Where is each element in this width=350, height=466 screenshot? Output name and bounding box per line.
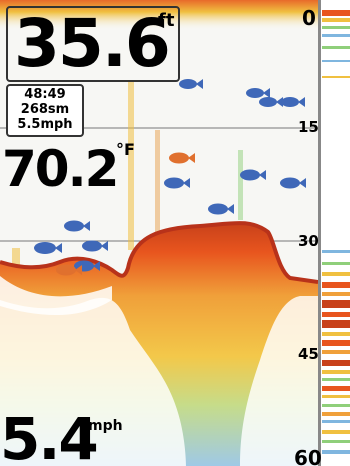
fish-icon <box>208 203 234 215</box>
distance-readout: 268sm <box>20 102 70 117</box>
depth-readout: 35.6 ft <box>6 5 180 82</box>
bottom-cavity-left <box>0 276 112 316</box>
water-temperature-value: 70.2 <box>2 140 119 198</box>
fish-icon <box>82 240 108 252</box>
fish-icon <box>179 79 203 89</box>
fish-icon <box>281 97 305 107</box>
fish-icon <box>246 88 270 98</box>
fish-icon <box>240 169 266 181</box>
depth-scale-label-45: 45 <box>298 345 319 363</box>
speed-readout-small: 5.5mph <box>17 117 73 132</box>
depth-scale-label-30: 30 <box>298 232 319 250</box>
scatter-column <box>238 150 243 220</box>
fish-icon <box>164 177 190 189</box>
sonar-history-view <box>0 0 318 466</box>
depth-scale-label-60: 60 <box>294 446 322 466</box>
fish-icon <box>259 97 283 107</box>
fish-icon <box>34 242 62 254</box>
flasher-bar <box>318 0 350 466</box>
depth-value: 35.6 <box>14 5 171 82</box>
water-temperature-unit: °F <box>116 140 135 159</box>
scatter-column <box>155 130 160 240</box>
surface-clutter <box>0 0 318 30</box>
fish-icon <box>64 220 90 232</box>
depth-unit: ft <box>158 10 175 31</box>
fish-icon <box>280 177 306 189</box>
boat-speed-value: 5.4 <box>0 405 99 466</box>
boat-speed-unit: mph <box>88 418 123 434</box>
fish-icon-orange <box>56 264 82 276</box>
timer-readout: 48:49 <box>24 87 66 102</box>
depth-scale-label-15: 15 <box>298 118 319 136</box>
bottom-edge-line <box>0 221 318 284</box>
bottom-cavity <box>0 296 318 466</box>
fish-icon-orange <box>169 152 195 164</box>
scatter-column <box>128 80 134 250</box>
navigation-info-box: 48:49 268sm 5.5mph <box>6 84 84 137</box>
depth-scale-label-0: 0 <box>302 6 316 30</box>
